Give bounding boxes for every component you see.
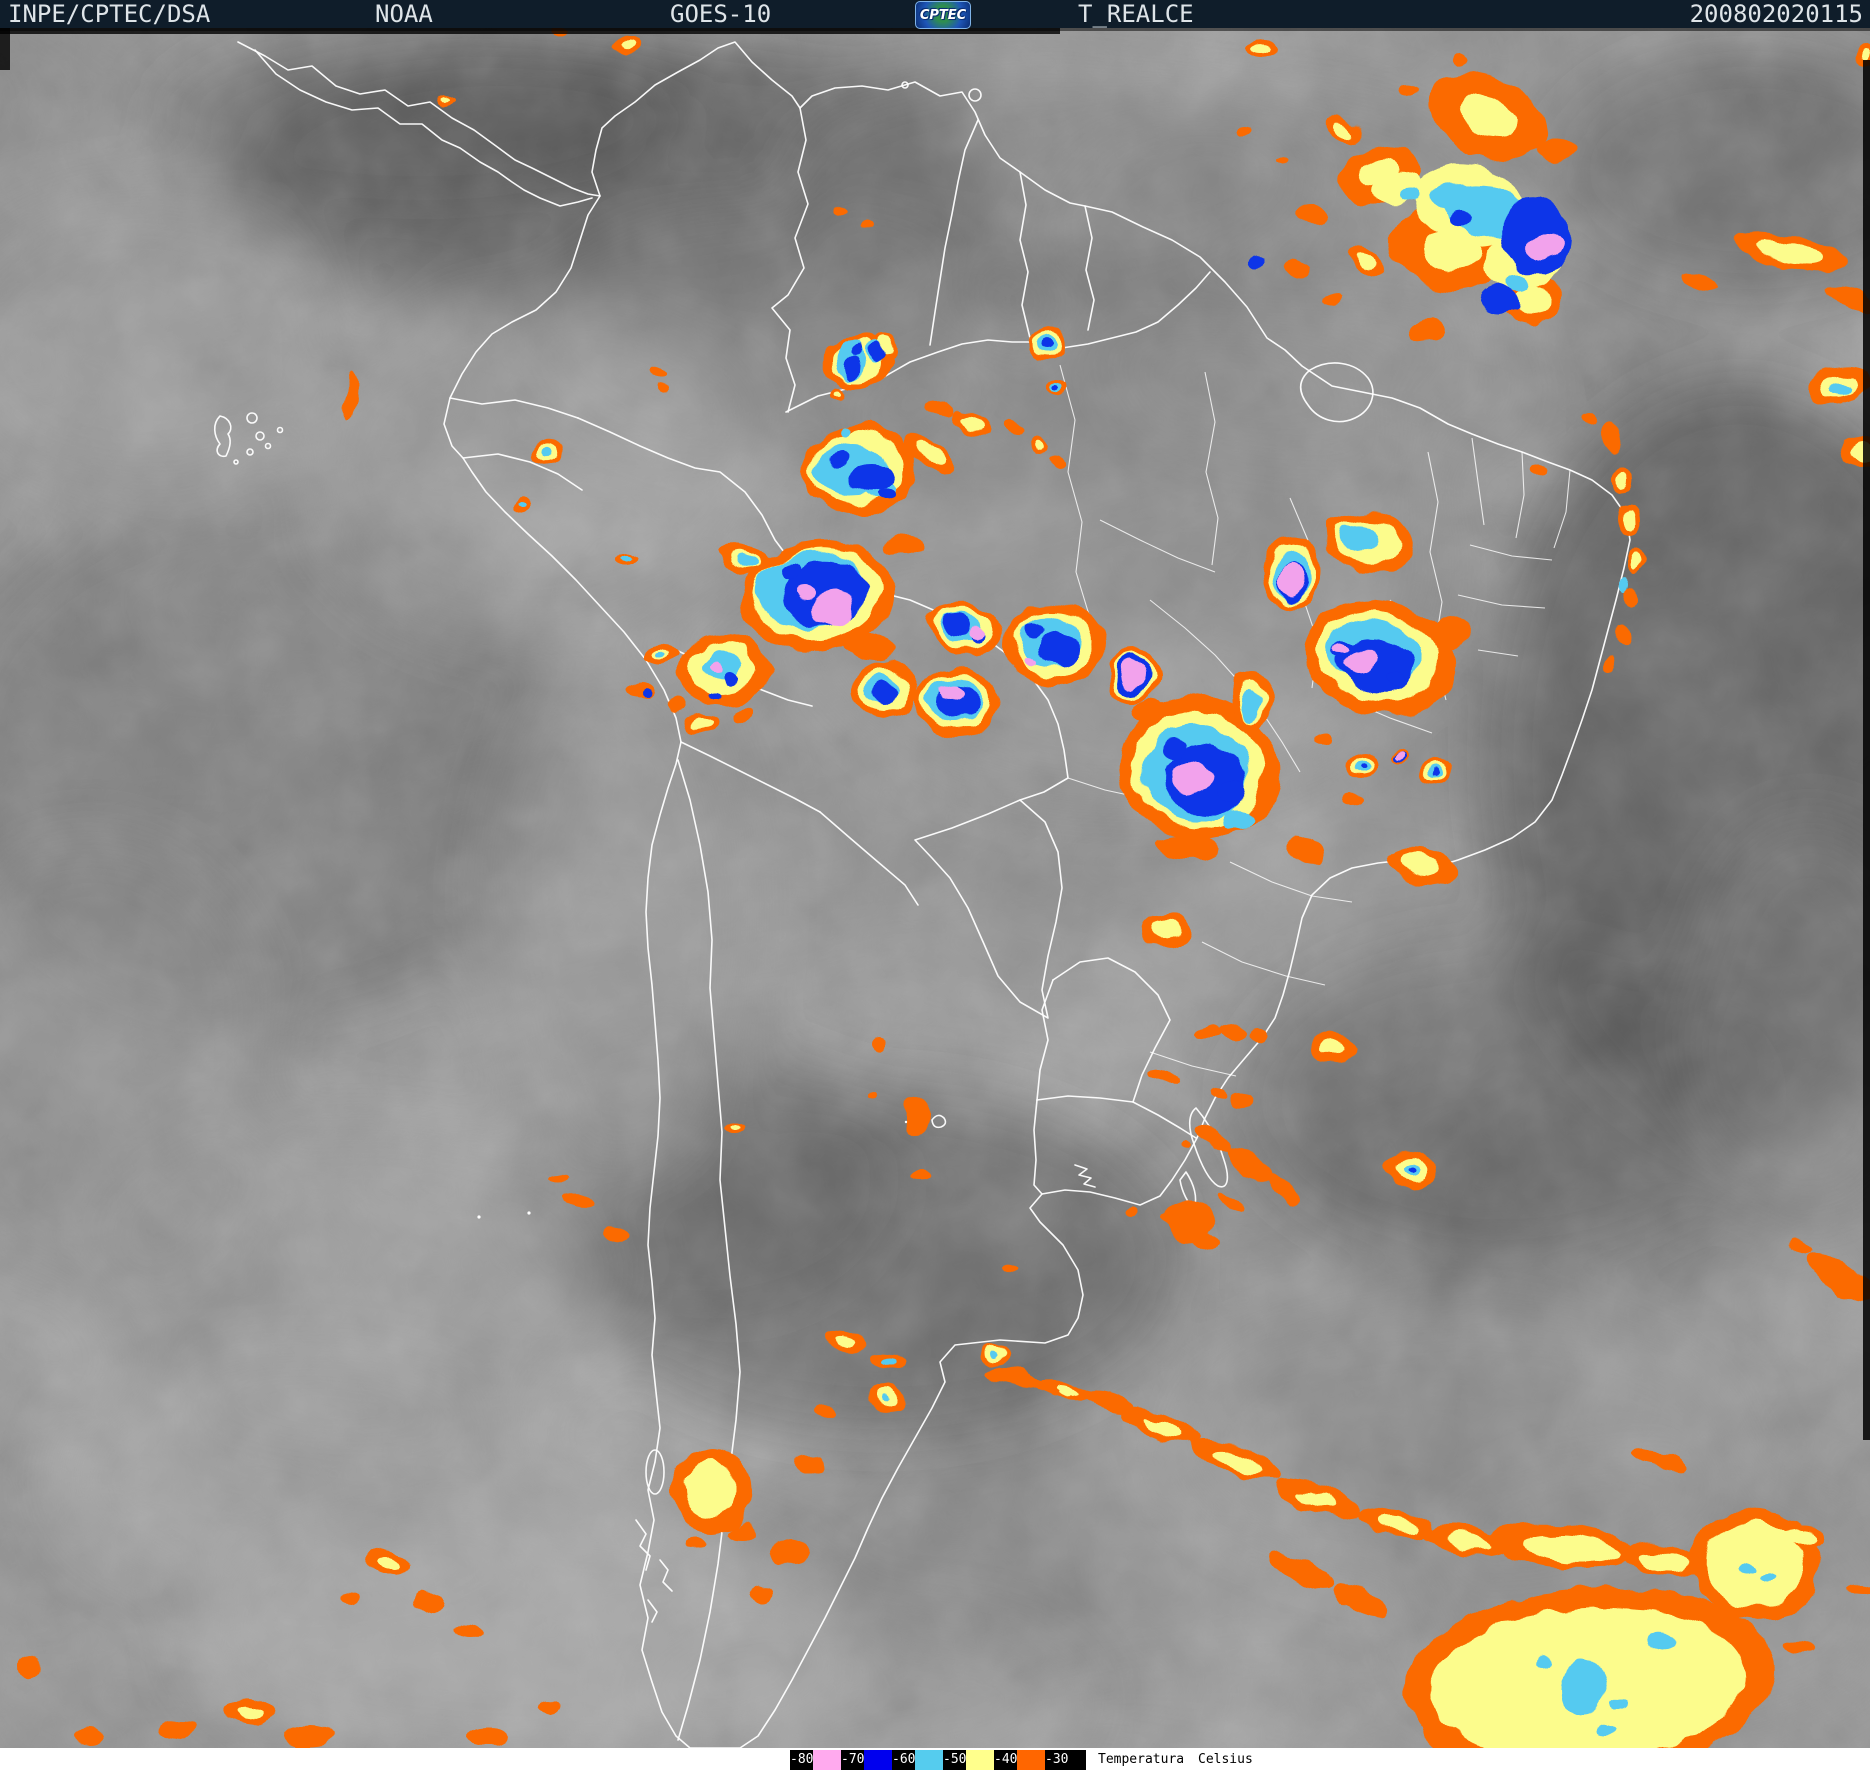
- scan-edge-artifacts: [0, 28, 1870, 1440]
- header-satellite: GOES-10: [670, 0, 772, 28]
- paraguay-border: [914, 799, 1063, 1019]
- legend-unit-temperatura: Temperatura: [1098, 1752, 1185, 1767]
- legend-unit-celsius: Celsius: [1198, 1752, 1253, 1767]
- cptec-logo: CPTEC: [915, 1, 971, 29]
- legend-label--60: -60: [892, 1752, 916, 1767]
- legend-swatch-cyan: [915, 1750, 943, 1770]
- legend-swatch-yellow: [966, 1750, 994, 1770]
- legend-label--50: -50: [943, 1752, 967, 1767]
- enhancement-pink-layer: [710, 234, 1560, 792]
- south-america-coastline: [443, 41, 1631, 1748]
- legend-label--30: -30: [1045, 1752, 1069, 1767]
- legend-label--40: -40: [994, 1752, 1018, 1767]
- legend-swatch-pink: [813, 1750, 841, 1770]
- cptec-logo-text: CPTEC: [919, 7, 967, 23]
- legend-swatch-orange: [1017, 1750, 1045, 1770]
- header-product: T_REALCE: [1078, 0, 1194, 28]
- header-timestamp: 200802020115: [1689, 0, 1863, 28]
- legend-swatch-blue: [864, 1750, 892, 1770]
- legend-strip: -80 -70 -60 -50 -40 -30 Temperatura Cels…: [0, 1748, 1870, 1770]
- convection-overlay: [20, 28, 1870, 1748]
- galapagos-islands: [213, 412, 284, 465]
- legend-label--70: -70: [841, 1752, 865, 1767]
- temperature-legend: -80 -70 -60 -50 -40 -30: [790, 1750, 1086, 1770]
- legend-label--80: -80: [790, 1752, 814, 1767]
- country-borders: [213, 41, 1631, 1748]
- header-agency: INPE/CPTEC/DSA: [8, 0, 211, 28]
- header-organization: NOAA: [375, 0, 433, 28]
